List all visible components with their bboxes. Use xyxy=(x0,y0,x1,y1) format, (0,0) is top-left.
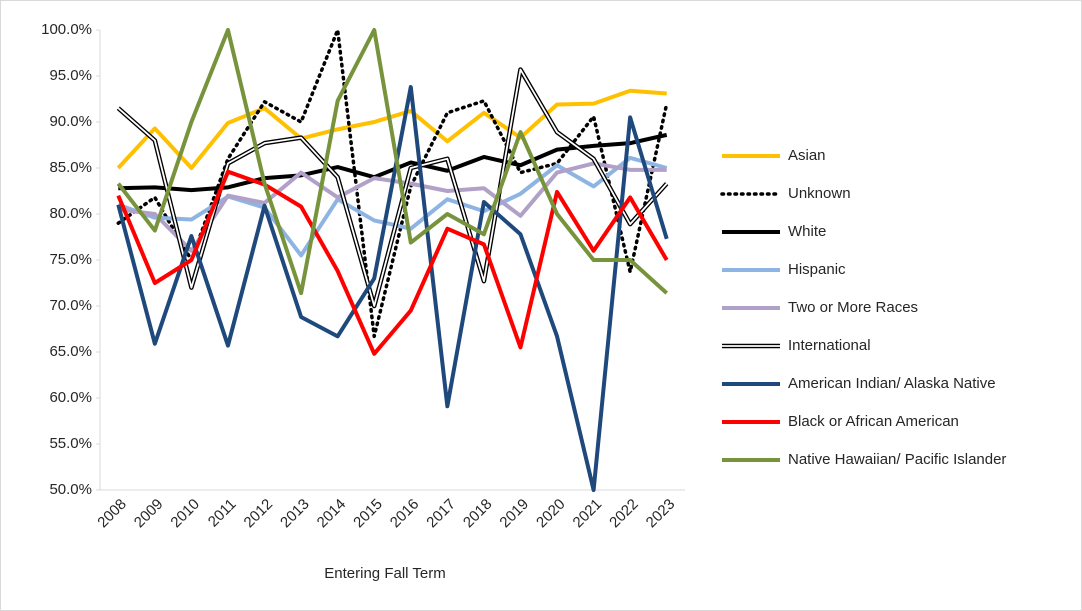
legend-label: Hispanic xyxy=(788,261,846,278)
y-tick-label: 90.0% xyxy=(49,113,92,130)
y-tick-label: 95.0% xyxy=(49,67,92,84)
legend-label: Two or More Races xyxy=(788,299,918,316)
series-line xyxy=(116,28,669,296)
legend-label: Unknown xyxy=(788,185,851,202)
y-tick-label: 55.0% xyxy=(49,435,92,452)
series-line xyxy=(117,155,668,258)
y-tick-label: 50.0% xyxy=(49,481,92,498)
series-line xyxy=(116,85,669,492)
y-tick-label: 65.0% xyxy=(49,343,92,360)
series-line-inner xyxy=(117,68,668,307)
legend-label: Asian xyxy=(788,147,826,164)
y-tick-label: 80.0% xyxy=(49,205,92,222)
y-tick-label: 100.0% xyxy=(41,21,92,38)
series-line xyxy=(116,169,669,356)
series-line xyxy=(116,88,667,170)
y-tick-label: 70.0% xyxy=(49,297,92,314)
x-axis-label: Entering Fall Term xyxy=(324,565,445,582)
y-tick-label: 75.0% xyxy=(49,251,92,268)
legend-label: Native Hawaiian/ Pacific Islander xyxy=(788,451,1006,468)
y-tick-label: 60.0% xyxy=(49,389,92,406)
legend-label: Black or African American xyxy=(788,413,959,430)
legend-label: International xyxy=(788,337,871,354)
y-tick-label: 85.0% xyxy=(49,159,92,176)
legend-label: White xyxy=(788,223,826,240)
legend-label: American Indian/ Alaska Native xyxy=(788,375,996,392)
